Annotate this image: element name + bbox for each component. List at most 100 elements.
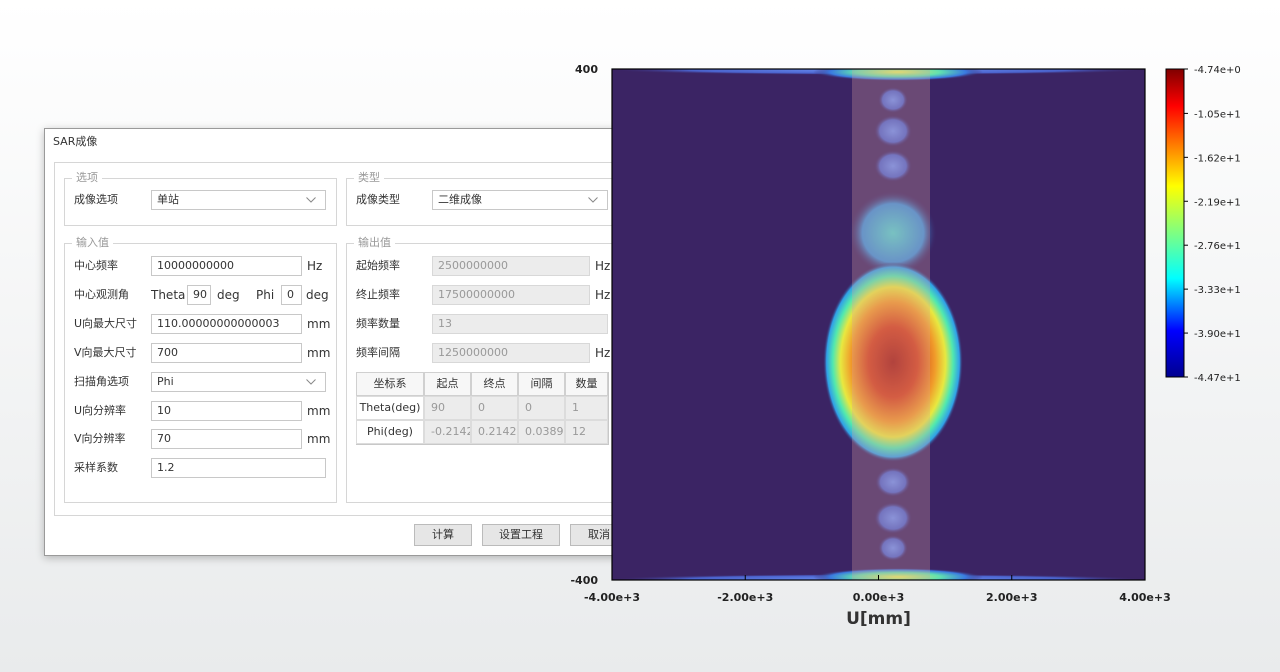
table-cell: 1 — [565, 396, 608, 420]
x-tick-label: 2.00e+3 — [986, 591, 1037, 604]
field-label: 中心观测角 — [74, 287, 129, 301]
table-cell: 90 — [424, 396, 471, 420]
blob — [878, 535, 908, 561]
table-header-cell: 数量 — [565, 372, 608, 396]
blob — [874, 115, 912, 147]
field-label: 频率间隔 — [356, 346, 400, 359]
field-label: 中心频率 — [74, 259, 118, 272]
table-header-cell: 间隔 — [518, 372, 565, 396]
blob — [874, 502, 912, 534]
blob — [849, 191, 937, 275]
unit-label: mm — [307, 316, 331, 331]
field-label: 起始频率 — [356, 259, 400, 272]
unit-label: Hz — [595, 259, 611, 273]
x-axis-label: U[mm] — [846, 609, 911, 629]
x-tick-label: 0.00e+3 — [853, 591, 904, 604]
chevron — [306, 378, 316, 385]
text-field: 13 — [432, 314, 608, 334]
chevron-line — [306, 378, 316, 385]
table-cell: 0.0389 — [518, 420, 565, 444]
unit-label: Hz — [307, 259, 323, 273]
field-label: 频率数量 — [356, 317, 400, 330]
colorbar-tick-label: -3.90e+1 — [1194, 329, 1241, 340]
text-field[interactable]: 10 — [151, 400, 302, 421]
field-label: 成像选项 — [74, 193, 118, 206]
x-tick-label: -2.00e+3 — [717, 591, 773, 604]
text-field: 2500000000 — [432, 256, 590, 276]
field-label: U向最大尺寸 — [74, 316, 138, 330]
text-field[interactable]: 1.2 — [151, 458, 326, 479]
unit-label: Hz — [595, 288, 611, 302]
blob — [874, 150, 912, 182]
table-cell: 0 — [471, 396, 518, 420]
table-cell: Theta(deg) — [356, 396, 424, 420]
y-tick-label: -400 — [570, 574, 598, 587]
x-tick-label: -4.00e+3 — [584, 591, 640, 604]
field-label: 采样系数 — [74, 461, 118, 475]
colorbar-tick-label: -1.05e+1 — [1194, 109, 1241, 120]
chevron-line — [588, 197, 598, 203]
text-field[interactable]: 90 — [187, 284, 211, 305]
table-cell: 0 — [518, 396, 565, 420]
table-header-cell: 坐标系 — [356, 372, 424, 396]
unit-label: mm — [307, 345, 331, 360]
table-cell: 0.2142 — [471, 420, 518, 444]
chevron — [306, 197, 316, 203]
group-legend: 输入值 — [72, 236, 113, 250]
field-label: V向分辨率 — [74, 432, 126, 446]
colorbar-tick-label: -4.74e+0 — [1194, 65, 1241, 76]
edge-blob — [813, 568, 983, 580]
blob — [878, 87, 908, 113]
dropdown[interactable]: Phi — [151, 371, 326, 392]
button[interactable]: 设置工程 — [482, 524, 560, 546]
text-field[interactable]: 10000000000 — [151, 256, 302, 276]
chevron-line — [306, 197, 316, 203]
group-box — [64, 178, 337, 226]
unit-label: mm — [307, 432, 331, 447]
text-field[interactable]: 700 — [151, 342, 302, 363]
chevron — [588, 197, 598, 203]
y-tick-label: 400 — [575, 63, 598, 76]
unit-label: deg — [306, 287, 329, 302]
x-tick-label: 4.00e+3 — [1119, 591, 1170, 604]
text-field[interactable]: 70 — [151, 429, 302, 450]
colorbar — [1165, 68, 1185, 378]
dropdown[interactable]: 单站 — [151, 190, 326, 210]
main-blob — [823, 262, 963, 462]
colorbar-tick-label: -1.62e+1 — [1194, 153, 1241, 164]
table-cell: 12 — [565, 420, 608, 444]
field-label: 成像类型 — [356, 193, 400, 206]
group-legend: 类型 — [354, 171, 384, 185]
button[interactable]: 计算 — [414, 524, 472, 546]
colorbar-tick-label: -2.76e+1 — [1194, 241, 1241, 252]
field-label: Phi — [256, 287, 275, 302]
table-cell: Phi(deg) — [356, 420, 424, 444]
text-field[interactable]: 0 — [281, 284, 302, 305]
table-header-cell: 起点 — [424, 372, 471, 396]
colorbar-tick-label: -4.47e+1 — [1194, 373, 1241, 384]
unit-label: Hz — [595, 346, 611, 360]
sar-image — [612, 69, 1145, 580]
group-box — [64, 243, 337, 503]
text-field: 17500000000 — [432, 285, 590, 305]
blob — [875, 467, 911, 497]
dropdown[interactable]: 二维成像 — [432, 190, 608, 210]
text-field: 1250000000 — [432, 343, 590, 363]
field-label: U向分辨率 — [74, 403, 127, 417]
colorbar-tick-label: -2.19e+1 — [1194, 197, 1241, 208]
dialog-title: SAR成像 — [53, 135, 98, 148]
band — [852, 69, 930, 580]
table-header-cell: 终点 — [471, 372, 518, 396]
colorbar-tick-label: -3.33e+1 — [1194, 285, 1241, 296]
unit-label: mm — [307, 403, 331, 418]
field-label: V向最大尺寸 — [74, 345, 137, 359]
group-legend: 选项 — [72, 171, 102, 185]
unit-label: deg — [217, 287, 240, 302]
group-legend: 输出值 — [354, 236, 395, 250]
edge-blob — [813, 69, 983, 81]
table-cell: -0.2142 — [424, 420, 471, 444]
text-field[interactable]: 110.00000000000003 — [151, 313, 302, 334]
